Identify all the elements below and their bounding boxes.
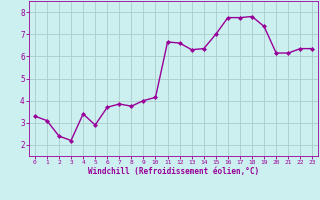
X-axis label: Windchill (Refroidissement éolien,°C): Windchill (Refroidissement éolien,°C) bbox=[88, 167, 259, 176]
